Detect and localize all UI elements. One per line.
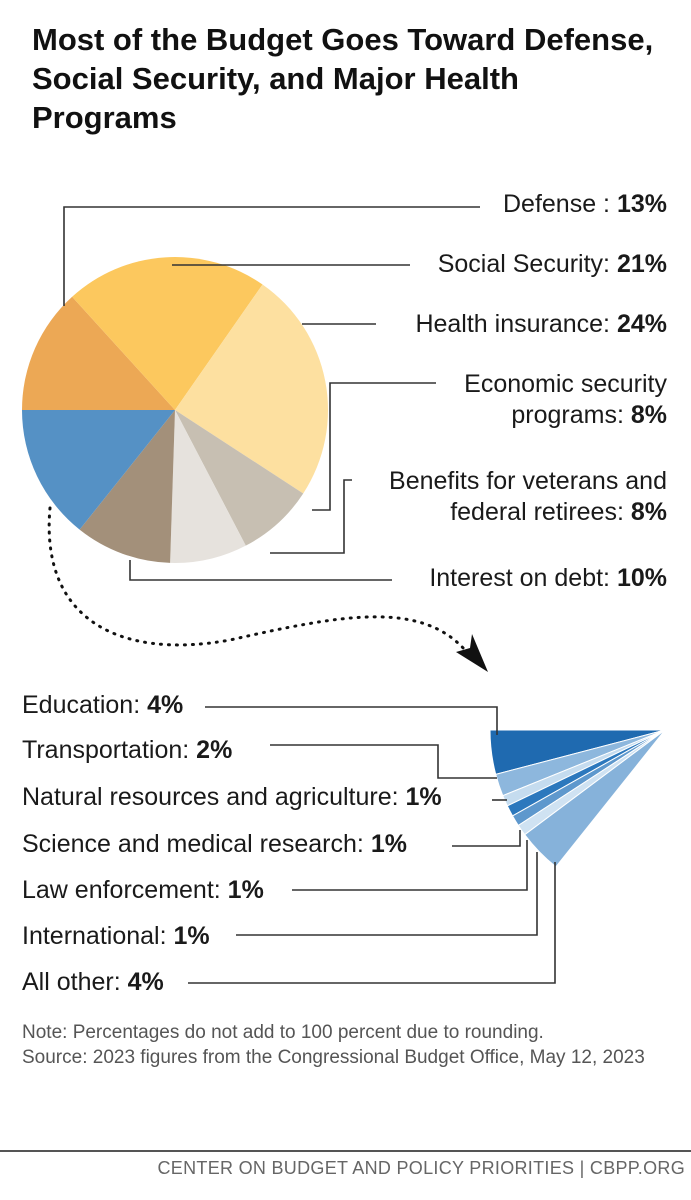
label-economic-security-programs: Economic security programs: 8% <box>464 369 667 431</box>
leader-line-interest-on-debt <box>129 560 392 581</box>
leader-line-all-other <box>188 862 556 984</box>
label-social-security: Social Security: 21% <box>438 249 667 280</box>
budget-chart <box>22 206 666 984</box>
label-percent: 2% <box>196 736 233 764</box>
label-defense: Defense : 13% <box>503 189 667 220</box>
label-percent: 4% <box>127 968 164 996</box>
label-benefits-for-veterans-and-federal-retirees: Benefits for veterans and federal retiree… <box>389 466 667 528</box>
label-text: All other: <box>22 968 121 996</box>
label-percent: 4% <box>147 691 184 719</box>
leader-line-science-and-medical-research <box>452 830 521 847</box>
label-interest-on-debt: Interest on debt: 10% <box>429 563 667 594</box>
label-percent: 21% <box>616 250 667 278</box>
note-text: Note: Percentages do not add to 100 perc… <box>22 1022 544 1043</box>
pie-slice-health-insurance <box>175 284 329 494</box>
sub-slice-all-other <box>524 729 666 868</box>
label-health-insurance: Health insurance: 24% <box>415 309 667 340</box>
chart-notes: Note: Percentages do not add to 100 perc… <box>22 1020 672 1070</box>
label-text: federal retirees: <box>450 498 624 526</box>
label-percent: 1% <box>173 922 210 950</box>
label-text: Interest on debt: <box>429 564 610 592</box>
label-text: Law enforcement: <box>22 876 221 904</box>
label-text: Benefits for veterans and <box>389 467 667 495</box>
label-international: International: 1% <box>22 921 210 952</box>
label-natural-resources-and-agriculture: Natural resources and agriculture: 1% <box>22 782 442 813</box>
label-all-other: All other: 4% <box>22 967 164 998</box>
label-percent: 1% <box>370 830 407 858</box>
leader-line-education <box>205 706 498 735</box>
label-percent: 10% <box>616 564 667 592</box>
label-text: programs: <box>511 401 624 429</box>
arrowhead-icon <box>456 634 488 672</box>
leader-line-transportation <box>270 744 497 779</box>
label-percent: 1% <box>405 783 442 811</box>
sub-pie <box>489 729 666 868</box>
leader-line-law-enforcement <box>292 840 528 891</box>
pie-slice-other-expanded-below <box>22 410 175 530</box>
label-percent: 8% <box>630 498 667 526</box>
label-text: Natural resources and agriculture: <box>22 783 399 811</box>
label-text: Defense : <box>502 190 610 218</box>
main-pie <box>22 257 329 563</box>
chart-title: Most of the Budget Goes Toward Defense, … <box>32 22 654 135</box>
label-law-enforcement: Law enforcement: 1% <box>22 875 264 906</box>
pie-slice-social-security <box>72 257 263 410</box>
label-text: Education: <box>22 691 141 719</box>
main-pie-leader-lines <box>63 206 480 581</box>
label-transportation: Transportation: 2% <box>22 735 232 766</box>
label-text: Social Security: <box>437 250 610 278</box>
leader-line-international <box>236 852 538 936</box>
leader-line-benefits-for-veterans-and-federal-retirees <box>270 479 352 554</box>
source-text: Source: 2023 figures from the Congressio… <box>22 1047 645 1068</box>
label-text: International: <box>22 922 167 950</box>
pie-slice-interest-on-debt <box>79 410 175 563</box>
label-science-and-medical-research: Science and medical research: 1% <box>22 829 407 860</box>
label-text: Science and medical research: <box>22 830 364 858</box>
pie-slice-defense <box>22 296 175 410</box>
footer-divider <box>0 1150 691 1152</box>
label-text: Health insurance: <box>415 310 610 338</box>
label-percent: 1% <box>227 876 264 904</box>
pie-slice-economic-security-programs <box>175 410 304 546</box>
label-education: Education: 4% <box>22 690 183 721</box>
label-percent: 8% <box>630 401 667 429</box>
label-percent: 13% <box>616 190 667 218</box>
leader-line-economic-security-programs <box>312 382 436 511</box>
footer-credit: CENTER ON BUDGET AND POLICY PRIORITIES |… <box>157 1158 685 1178</box>
label-percent: 24% <box>616 310 667 338</box>
sub-pie-leader-lines <box>188 706 556 984</box>
leader-line-defense <box>63 206 480 306</box>
label-text: Economic security <box>464 370 667 398</box>
label-text: Transportation: <box>22 736 190 764</box>
pie-slice-benefits-for-veterans-and-federal-retirees <box>170 410 246 563</box>
